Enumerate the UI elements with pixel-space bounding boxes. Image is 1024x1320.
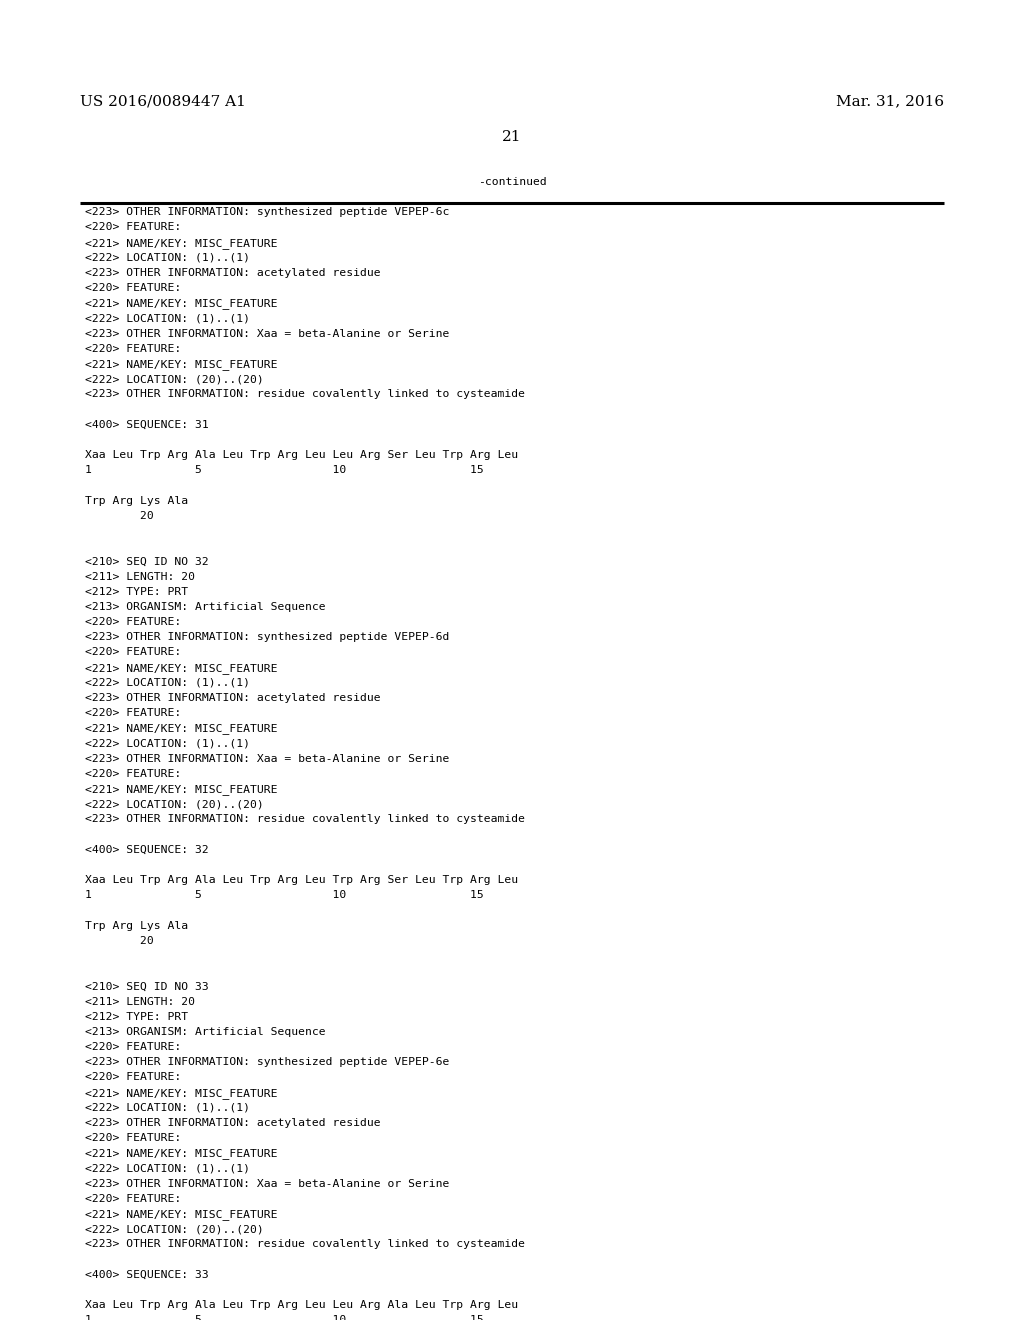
Text: <220> FEATURE:: <220> FEATURE: [85, 1041, 181, 1052]
Text: <220> FEATURE:: <220> FEATURE: [85, 647, 181, 657]
Text: US 2016/0089447 A1: US 2016/0089447 A1 [80, 95, 246, 108]
Text: <221> NAME/KEY: MISC_FEATURE: <221> NAME/KEY: MISC_FEATURE [85, 663, 278, 673]
Text: <400> SEQUENCE: 31: <400> SEQUENCE: 31 [85, 420, 209, 430]
Text: <221> NAME/KEY: MISC_FEATURE: <221> NAME/KEY: MISC_FEATURE [85, 723, 278, 734]
Text: <223> OTHER INFORMATION: synthesized peptide VEPEP-6e: <223> OTHER INFORMATION: synthesized pep… [85, 1057, 450, 1068]
Text: <221> NAME/KEY: MISC_FEATURE: <221> NAME/KEY: MISC_FEATURE [85, 1148, 278, 1159]
Text: <210> SEQ ID NO 33: <210> SEQ ID NO 33 [85, 981, 209, 991]
Text: <221> NAME/KEY: MISC_FEATURE: <221> NAME/KEY: MISC_FEATURE [85, 359, 278, 370]
Text: <221> NAME/KEY: MISC_FEATURE: <221> NAME/KEY: MISC_FEATURE [85, 1088, 278, 1098]
Text: <220> FEATURE:: <220> FEATURE: [85, 708, 181, 718]
Text: <221> NAME/KEY: MISC_FEATURE: <221> NAME/KEY: MISC_FEATURE [85, 784, 278, 795]
Text: <223> OTHER INFORMATION: Xaa = beta-Alanine or Serine: <223> OTHER INFORMATION: Xaa = beta-Alan… [85, 329, 450, 339]
Text: <221> NAME/KEY: MISC_FEATURE: <221> NAME/KEY: MISC_FEATURE [85, 298, 278, 309]
Text: <220> FEATURE:: <220> FEATURE: [85, 768, 181, 779]
Text: <223> OTHER INFORMATION: synthesized peptide VEPEP-6c: <223> OTHER INFORMATION: synthesized pep… [85, 207, 450, 218]
Text: <220> FEATURE:: <220> FEATURE: [85, 282, 181, 293]
Text: <210> SEQ ID NO 32: <210> SEQ ID NO 32 [85, 556, 209, 566]
Text: Trp Arg Lys Ala: Trp Arg Lys Ala [85, 495, 188, 506]
Text: <211> LENGTH: 20: <211> LENGTH: 20 [85, 997, 195, 1007]
Text: Xaa Leu Trp Arg Ala Leu Trp Arg Leu Trp Arg Ser Leu Trp Arg Leu: Xaa Leu Trp Arg Ala Leu Trp Arg Leu Trp … [85, 875, 518, 886]
Text: <223> OTHER INFORMATION: acetylated residue: <223> OTHER INFORMATION: acetylated resi… [85, 1118, 381, 1129]
Text: Xaa Leu Trp Arg Ala Leu Trp Arg Leu Leu Arg Ala Leu Trp Arg Leu: Xaa Leu Trp Arg Ala Leu Trp Arg Leu Leu … [85, 1300, 518, 1311]
Text: Xaa Leu Trp Arg Ala Leu Trp Arg Leu Leu Arg Ser Leu Trp Arg Leu: Xaa Leu Trp Arg Ala Leu Trp Arg Leu Leu … [85, 450, 518, 461]
Text: <220> FEATURE:: <220> FEATURE: [85, 1193, 181, 1204]
Text: <213> ORGANISM: Artificial Sequence: <213> ORGANISM: Artificial Sequence [85, 602, 326, 612]
Text: <222> LOCATION: (1)..(1): <222> LOCATION: (1)..(1) [85, 252, 250, 263]
Text: <223> OTHER INFORMATION: acetylated residue: <223> OTHER INFORMATION: acetylated resi… [85, 268, 381, 279]
Text: <211> LENGTH: 20: <211> LENGTH: 20 [85, 572, 195, 582]
Text: <220> FEATURE:: <220> FEATURE: [85, 1072, 181, 1082]
Text: <222> LOCATION: (1)..(1): <222> LOCATION: (1)..(1) [85, 313, 250, 323]
Text: <223> OTHER INFORMATION: residue covalently linked to cysteamide: <223> OTHER INFORMATION: residue covalen… [85, 389, 525, 400]
Text: 20: 20 [85, 936, 154, 946]
Text: <220> FEATURE:: <220> FEATURE: [85, 343, 181, 354]
Text: <223> OTHER INFORMATION: residue covalently linked to cysteamide: <223> OTHER INFORMATION: residue covalen… [85, 1239, 525, 1250]
Text: <223> OTHER INFORMATION: Xaa = beta-Alanine or Serine: <223> OTHER INFORMATION: Xaa = beta-Alan… [85, 1179, 450, 1189]
Text: <223> OTHER INFORMATION: acetylated residue: <223> OTHER INFORMATION: acetylated resi… [85, 693, 381, 704]
Text: <400> SEQUENCE: 32: <400> SEQUENCE: 32 [85, 845, 209, 855]
Text: <221> NAME/KEY: MISC_FEATURE: <221> NAME/KEY: MISC_FEATURE [85, 1209, 278, 1220]
Text: Mar. 31, 2016: Mar. 31, 2016 [836, 95, 944, 108]
Text: <222> LOCATION: (20)..(20): <222> LOCATION: (20)..(20) [85, 374, 264, 384]
Text: <222> LOCATION: (20)..(20): <222> LOCATION: (20)..(20) [85, 799, 264, 809]
Text: <222> LOCATION: (1)..(1): <222> LOCATION: (1)..(1) [85, 738, 250, 748]
Text: <220> FEATURE:: <220> FEATURE: [85, 1133, 181, 1143]
Text: 20: 20 [85, 511, 154, 521]
Text: -continued: -continued [477, 177, 547, 187]
Text: <222> LOCATION: (1)..(1): <222> LOCATION: (1)..(1) [85, 1102, 250, 1113]
Text: <223> OTHER INFORMATION: synthesized peptide VEPEP-6d: <223> OTHER INFORMATION: synthesized pep… [85, 632, 450, 643]
Text: 21: 21 [502, 131, 522, 144]
Text: <223> OTHER INFORMATION: residue covalently linked to cysteamide: <223> OTHER INFORMATION: residue covalen… [85, 814, 525, 825]
Text: <223> OTHER INFORMATION: Xaa = beta-Alanine or Serine: <223> OTHER INFORMATION: Xaa = beta-Alan… [85, 754, 450, 764]
Text: <213> ORGANISM: Artificial Sequence: <213> ORGANISM: Artificial Sequence [85, 1027, 326, 1038]
Text: 1               5                   10                  15: 1 5 10 15 [85, 890, 483, 900]
Text: <222> LOCATION: (1)..(1): <222> LOCATION: (1)..(1) [85, 677, 250, 688]
Text: <212> TYPE: PRT: <212> TYPE: PRT [85, 1011, 188, 1022]
Text: <222> LOCATION: (20)..(20): <222> LOCATION: (20)..(20) [85, 1224, 264, 1234]
Text: <220> FEATURE:: <220> FEATURE: [85, 223, 181, 232]
Text: <212> TYPE: PRT: <212> TYPE: PRT [85, 586, 188, 597]
Text: <221> NAME/KEY: MISC_FEATURE: <221> NAME/KEY: MISC_FEATURE [85, 238, 278, 248]
Text: <400> SEQUENCE: 33: <400> SEQUENCE: 33 [85, 1270, 209, 1280]
Text: 1               5                   10                  15: 1 5 10 15 [85, 465, 483, 475]
Text: <220> FEATURE:: <220> FEATURE: [85, 616, 181, 627]
Text: Trp Arg Lys Ala: Trp Arg Lys Ala [85, 920, 188, 931]
Text: 1               5                   10                  15: 1 5 10 15 [85, 1315, 483, 1320]
Text: <222> LOCATION: (1)..(1): <222> LOCATION: (1)..(1) [85, 1163, 250, 1173]
